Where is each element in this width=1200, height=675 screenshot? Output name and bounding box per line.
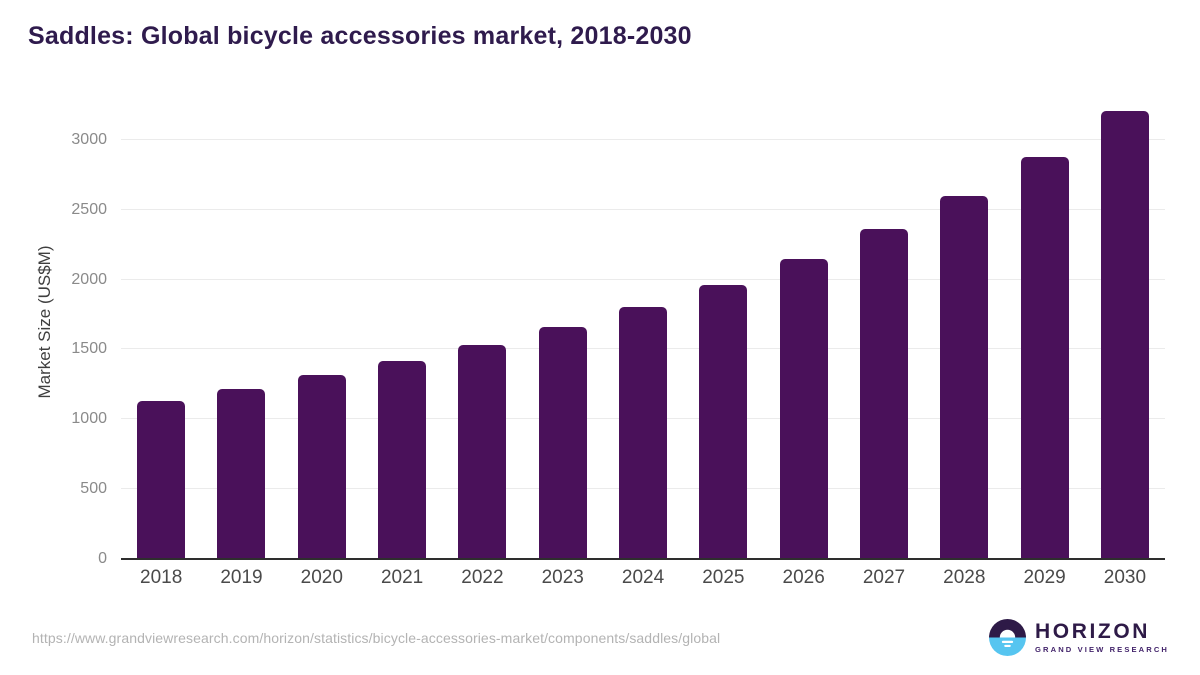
x-tick-label-2023: 2023 bbox=[541, 567, 584, 588]
bar-2022[interactable] bbox=[458, 345, 507, 559]
x-tick-label-2028: 2028 bbox=[943, 567, 986, 588]
logo-title: HORIZON bbox=[1035, 620, 1151, 643]
bar-column-2018 bbox=[121, 98, 201, 559]
x-tick-label-2024: 2024 bbox=[621, 567, 665, 588]
bar-column-2030 bbox=[1085, 98, 1165, 559]
bar-column-2019 bbox=[201, 98, 281, 559]
x-axis-labels: 2018 2019 2020 2021 2022 2023 2024 2025 2026 2027… bbox=[121, 567, 1165, 589]
bar-column-2028 bbox=[924, 98, 1004, 559]
source-url: https://www.grandviewresearch.com/horizo… bbox=[32, 630, 721, 646]
y-tick-label-2000: 2000 bbox=[71, 270, 107, 288]
x-tick-label-2027: 2027 bbox=[862, 567, 906, 588]
bar-column-2020 bbox=[282, 98, 362, 559]
bar-column-2023 bbox=[523, 98, 603, 559]
bar-2027[interactable] bbox=[859, 229, 908, 559]
gridline-2000 bbox=[121, 278, 1165, 280]
logo-text: HORIZON GRAND VIEW RESEARCH bbox=[1035, 620, 1169, 655]
y-axis-title-text: Market Size (US$M) bbox=[35, 245, 54, 399]
bar-2030[interactable] bbox=[1100, 110, 1149, 559]
bar-2021[interactable] bbox=[378, 360, 427, 559]
x-tick-label-2018: 2018 bbox=[140, 567, 183, 588]
y-tick-label-0: 0 bbox=[98, 550, 107, 567]
bar-2023[interactable] bbox=[538, 327, 587, 559]
bar-2025[interactable] bbox=[699, 285, 748, 559]
bar-2029[interactable] bbox=[1020, 157, 1069, 559]
bar-column-2021 bbox=[362, 98, 442, 559]
x-tick-label-2026: 2026 bbox=[782, 567, 825, 588]
chart-title: Saddles: Global bicycle accessories mark… bbox=[28, 22, 692, 50]
y-tick-label-500: 500 bbox=[80, 480, 107, 498]
y-tick-label-1500: 1500 bbox=[71, 340, 107, 358]
y-tick-label-3000: 3000 bbox=[71, 130, 107, 148]
y-tick-label-2500: 2500 bbox=[71, 200, 107, 218]
bar-column-2029 bbox=[1004, 98, 1084, 559]
bar-column-2024 bbox=[603, 98, 683, 559]
x-tick-label-2022: 2022 bbox=[461, 567, 504, 588]
x-tick-label-2030: 2030 bbox=[1103, 567, 1147, 588]
x-tick-label-2021: 2021 bbox=[380, 567, 424, 588]
bar-column-2026 bbox=[764, 98, 844, 559]
gridline-3000 bbox=[121, 138, 1165, 140]
bar-column-2022 bbox=[442, 98, 522, 559]
bar-2019[interactable] bbox=[217, 389, 266, 559]
bar-2018[interactable] bbox=[137, 401, 186, 559]
y-tick-label-1000: 1000 bbox=[71, 410, 107, 428]
bar-column-2027 bbox=[844, 98, 924, 559]
bar-2020[interactable] bbox=[297, 374, 346, 559]
logo-subtitle: GRAND VIEW RESEARCH bbox=[1035, 645, 1169, 654]
bar-2028[interactable] bbox=[940, 195, 989, 559]
bar-2024[interactable] bbox=[619, 306, 668, 559]
horizon-logo[interactable]: HORIZON GRAND VIEW RESEARCH bbox=[989, 619, 1169, 656]
plot-area bbox=[121, 98, 1165, 560]
x-tick-label-2020: 2020 bbox=[300, 567, 343, 588]
gridline-2500 bbox=[121, 208, 1165, 210]
bar-2026[interactable] bbox=[779, 258, 828, 559]
x-tick-label-2029: 2029 bbox=[1023, 567, 1066, 588]
bar-column-2025 bbox=[683, 98, 763, 559]
x-axis-line bbox=[121, 558, 1165, 560]
horizon-sun-icon bbox=[989, 619, 1027, 656]
x-tick-label-2019: 2019 bbox=[220, 567, 263, 588]
bars-container bbox=[121, 98, 1165, 559]
x-tick-label-2025: 2025 bbox=[702, 567, 745, 588]
